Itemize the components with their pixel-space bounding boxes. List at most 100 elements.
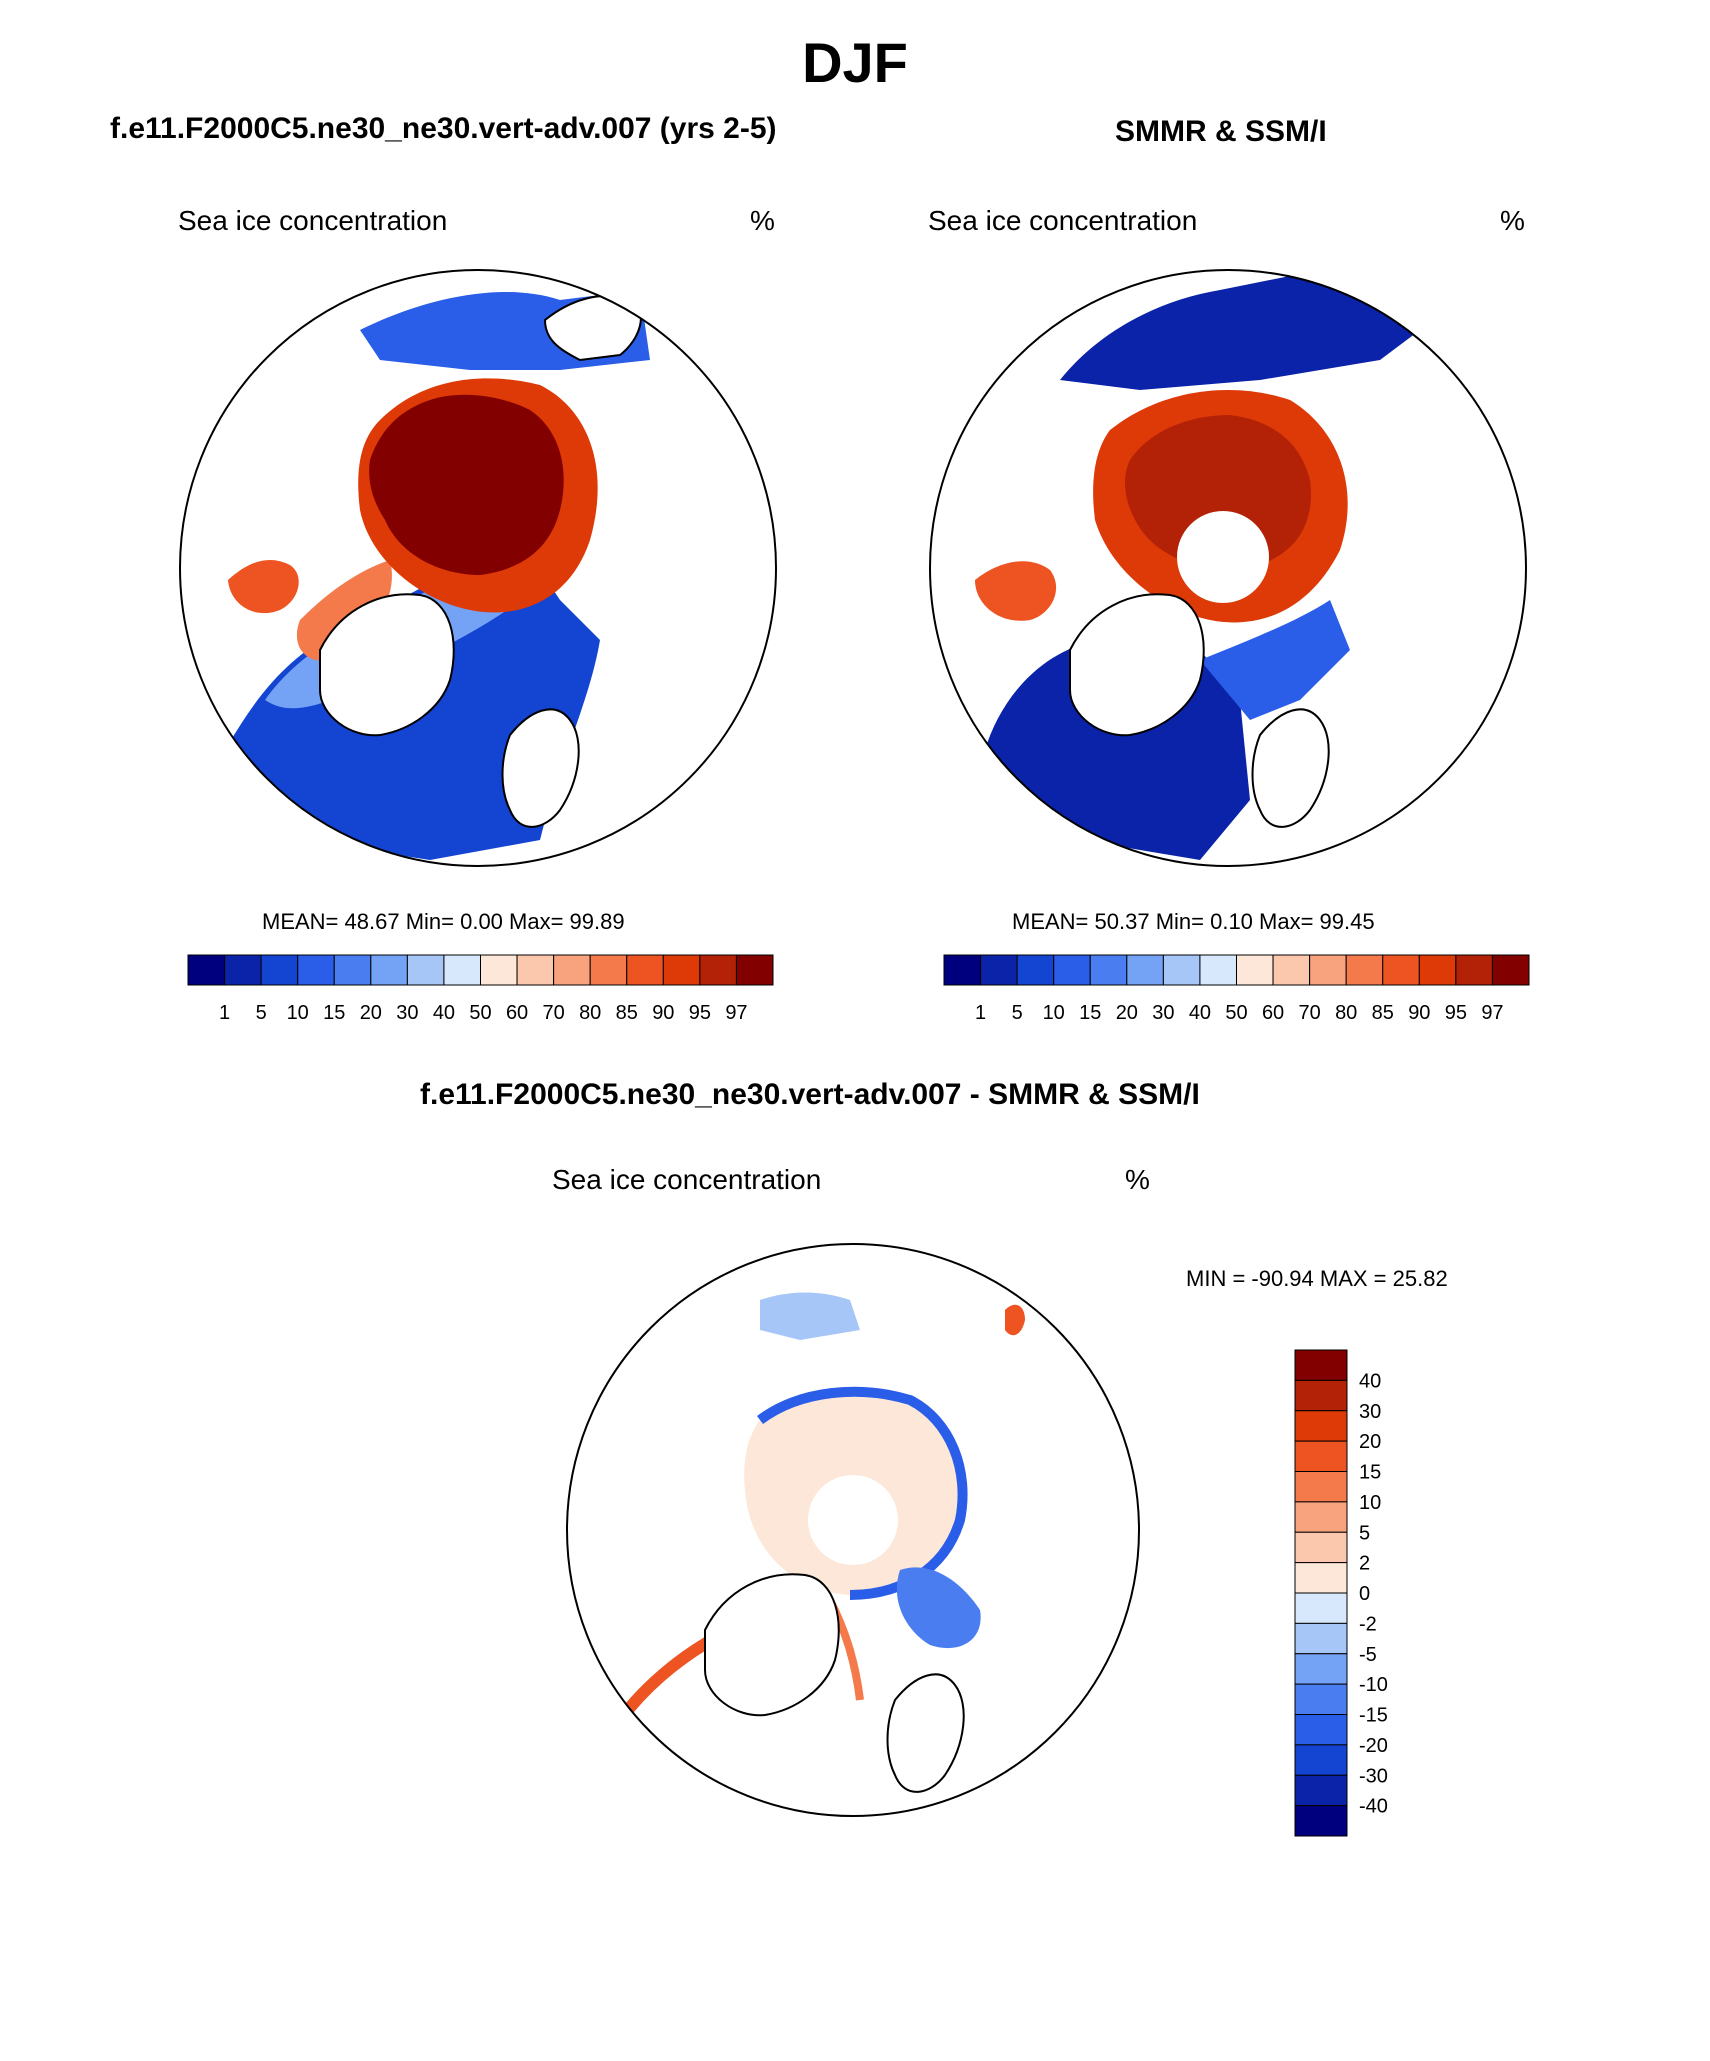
colorbar1-tick-label: 60 [506, 1002, 528, 1024]
colorbar2-box [1418, 954, 1457, 986]
colorbar2-box [1016, 954, 1055, 986]
colorbar2-tick-label: 40 [1189, 1002, 1211, 1024]
colorbar2-box [1382, 954, 1420, 986]
map1-alaska [543, 295, 642, 362]
figure-title: DJF [802, 31, 908, 94]
map1-scandinavia [501, 708, 580, 828]
colorbar1-box [443, 954, 481, 986]
colorbar1-box [735, 954, 774, 986]
colorbar2-tick-label: 30 [1152, 1002, 1174, 1024]
map2-ice-pack [1125, 415, 1311, 569]
map3-atlantic-blue [896, 1567, 981, 1649]
colorbar1-tick-label: 30 [396, 1002, 418, 1024]
map2-ice-atlantic-blue [1200, 600, 1350, 720]
panel2-variable-label: Sea ice concentration [928, 205, 1198, 236]
colorbar1-box [187, 954, 226, 986]
panel3-units-label: % [1125, 1164, 1150, 1195]
map1-ice-pack [369, 394, 564, 575]
colorbar1-box [370, 954, 408, 986]
colorbar1-tick-label: 15 [323, 1002, 345, 1024]
colorbar2-tick-label: 60 [1262, 1002, 1284, 1024]
map2-ice-pacific [1060, 270, 1420, 390]
map2-ice-hudson [975, 561, 1057, 621]
colorbar2-box [1162, 954, 1201, 986]
colorbar3-tick-label: 2 [1359, 1553, 1370, 1575]
panel2-title: SMMR & SSM/I [1115, 115, 1327, 148]
colorbar3-tick-label: -40 [1359, 1796, 1388, 1818]
colorbar1-box [480, 954, 518, 986]
colorbar2-box [1053, 954, 1091, 986]
map1-greenland [319, 593, 455, 737]
colorbar2-tick-label: 97 [1481, 1002, 1503, 1024]
map3-pacific-mixed [760, 1292, 860, 1340]
colorbar1-box [406, 954, 445, 986]
colorbar3-box [1294, 1714, 1348, 1746]
map3-frame [566, 1243, 1140, 1817]
panel3-variable-label: Sea ice concentration [552, 1164, 822, 1195]
colorbar1-box [626, 954, 664, 986]
colorbar2-box [1345, 954, 1384, 986]
colorbar2-box [1309, 954, 1347, 986]
map3-greenland [704, 1573, 840, 1717]
colorbar1-box [260, 954, 299, 986]
colorbar3-tick-label: -10 [1359, 1674, 1388, 1696]
colorbar1-tick-label: 97 [725, 1002, 747, 1024]
colorbar2-box [980, 954, 1018, 986]
colorbar1-tick-label: 85 [616, 1002, 638, 1024]
colorbar1-tick-label: 40 [433, 1002, 455, 1024]
colorbar1-tick-label: 95 [689, 1002, 711, 1024]
colorbar3-box [1294, 1805, 1348, 1837]
colorbar3-tick-label: 0 [1359, 1583, 1370, 1605]
colorbar1-tick-label: 10 [287, 1002, 309, 1024]
colorbar1-tick-label: 20 [360, 1002, 382, 1024]
colorbar2-tick-label: 95 [1445, 1002, 1467, 1024]
colorbar1-box [224, 954, 262, 986]
colorbar3-tick-label: -2 [1359, 1613, 1377, 1635]
colorbar1-tick-label: 70 [543, 1002, 565, 1024]
colorbar3-box [1294, 1531, 1348, 1564]
colorbar1-box [699, 954, 737, 986]
colorbar3-box [1294, 1622, 1348, 1655]
panel1-stats: MEAN= 48.67 Min= 0.00 Max= 99.89 [262, 909, 625, 934]
colorbar1-tick-label: 5 [256, 1002, 267, 1024]
colorbar2-box [1455, 954, 1493, 986]
colorbar3-box [1294, 1774, 1348, 1807]
colorbar3-box [1294, 1440, 1348, 1472]
colorbar2-tick-label: 15 [1079, 1002, 1101, 1024]
map3-bering-red [1005, 1304, 1025, 1336]
map2-pole-hole [1177, 511, 1269, 603]
panel2-units-label: % [1500, 205, 1525, 236]
panel1-units-label: % [750, 205, 775, 236]
colorbar1-tick-label: 1 [219, 1002, 230, 1024]
map-panel-3 [567, 1244, 1139, 1816]
colorbar-panel2: 1 5 10 15 20 30 40 50 60 70 80 85 90 95 97 [943, 954, 1530, 1024]
colorbar3-box [1294, 1683, 1348, 1715]
colorbar3-box [1294, 1379, 1348, 1412]
colorbar3-tick-label: -20 [1359, 1735, 1388, 1757]
map1-ice-hudson [228, 560, 299, 614]
colorbar1-tick-label: 90 [652, 1002, 674, 1024]
map2-greenland [1069, 593, 1205, 737]
colorbar3-box [1294, 1562, 1348, 1594]
colorbar2-box [1199, 954, 1237, 986]
map2-frame [929, 269, 1527, 867]
colorbar2-tick-label: 70 [1299, 1002, 1321, 1024]
colorbar2-box [1126, 954, 1164, 986]
panel1-variable-label: Sea ice concentration [178, 205, 448, 236]
colorbar1-tick-label: 80 [579, 1002, 601, 1024]
panel1-title: f.e11.F2000C5.ne30_ne30.vert-adv.007 (yr… [110, 112, 777, 145]
colorbar3-tick-label: -30 [1359, 1765, 1388, 1787]
colorbar1-box [589, 954, 628, 986]
colorbar3-box [1294, 1501, 1348, 1533]
panel3-stats: MIN = -90.94 MAX = 25.82 [1186, 1266, 1448, 1291]
colorbar3-box [1294, 1471, 1348, 1503]
colorbar2-box [1491, 954, 1530, 986]
colorbar3-box [1294, 1744, 1348, 1776]
map3-pole-hole [808, 1475, 898, 1565]
colorbar3-tick-label: 10 [1359, 1492, 1381, 1514]
colorbar3-tick-label: 20 [1359, 1431, 1381, 1453]
colorbar3-box [1294, 1653, 1348, 1685]
map-panel-2 [930, 270, 1526, 866]
